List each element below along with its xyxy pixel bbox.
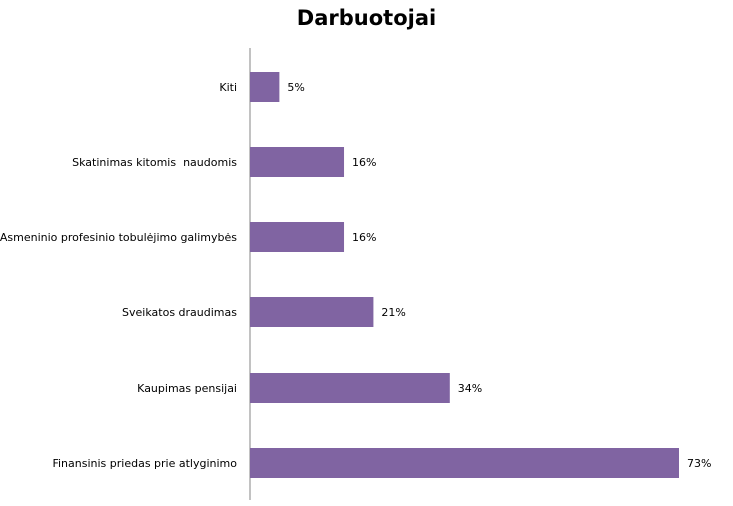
bar — [250, 297, 374, 327]
category-label: Asmeninio profesinio tobulėjimo galimybė… — [0, 231, 237, 244]
data-label: 16% — [352, 156, 376, 169]
data-label: 73% — [687, 457, 711, 470]
chart-title: Darbuotojai — [296, 6, 437, 30]
bar — [250, 147, 345, 177]
data-label: 5% — [287, 81, 304, 94]
category-label: Skatinimas kitomis naudomis — [72, 156, 237, 169]
bar — [250, 448, 679, 478]
category-label: Kaupimas pensijai — [137, 382, 237, 395]
category-label: Finansinis priedas prie atlyginimo — [52, 457, 237, 470]
data-label: 16% — [352, 231, 376, 244]
bar — [250, 373, 450, 403]
data-label: 21% — [381, 306, 405, 319]
data-label: 34% — [458, 382, 482, 395]
category-label: Kiti — [219, 81, 237, 94]
bar — [250, 72, 280, 102]
category-label: Sveikatos draudimas — [122, 306, 237, 319]
bar — [250, 222, 345, 252]
